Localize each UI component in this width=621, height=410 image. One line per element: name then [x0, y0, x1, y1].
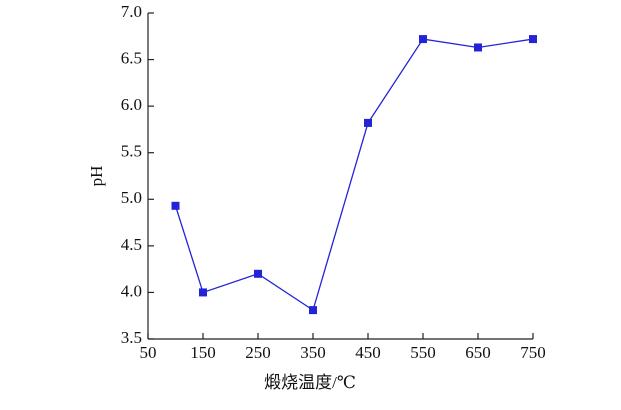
x-axis-label: 煅烧温度/℃	[264, 373, 356, 392]
x-tick-label: 150	[190, 343, 216, 362]
y-tick-label: 4.5	[121, 235, 142, 254]
x-tick-label: 450	[355, 343, 381, 362]
y-tick-label: 5.5	[121, 142, 142, 161]
y-tick-label: 6.5	[121, 48, 142, 67]
x-tick-label: 650	[465, 343, 491, 362]
x-tick-label: 750	[520, 343, 546, 362]
marker	[474, 43, 482, 52]
x-tick-label: 550	[410, 343, 436, 362]
x-tick-label: 50	[140, 343, 157, 362]
line	[174, 38, 534, 312]
y-tick-label: 7.0	[121, 2, 142, 21]
marker	[171, 201, 180, 210]
marker	[199, 288, 207, 297]
marker	[419, 35, 427, 44]
x-tick-label: 350	[300, 343, 326, 362]
y-tick-label: 3.5	[121, 328, 142, 347]
y-tick-label: 5.0	[121, 188, 142, 207]
x-tick-label: 250	[245, 343, 271, 362]
marker	[364, 118, 372, 127]
y-axis-label: pH	[87, 166, 106, 187]
y-tick-label: 4.0	[121, 281, 142, 300]
marker	[529, 35, 537, 44]
marker	[309, 306, 317, 315]
y-tick-label: 6.0	[121, 95, 142, 114]
marker	[254, 269, 262, 278]
